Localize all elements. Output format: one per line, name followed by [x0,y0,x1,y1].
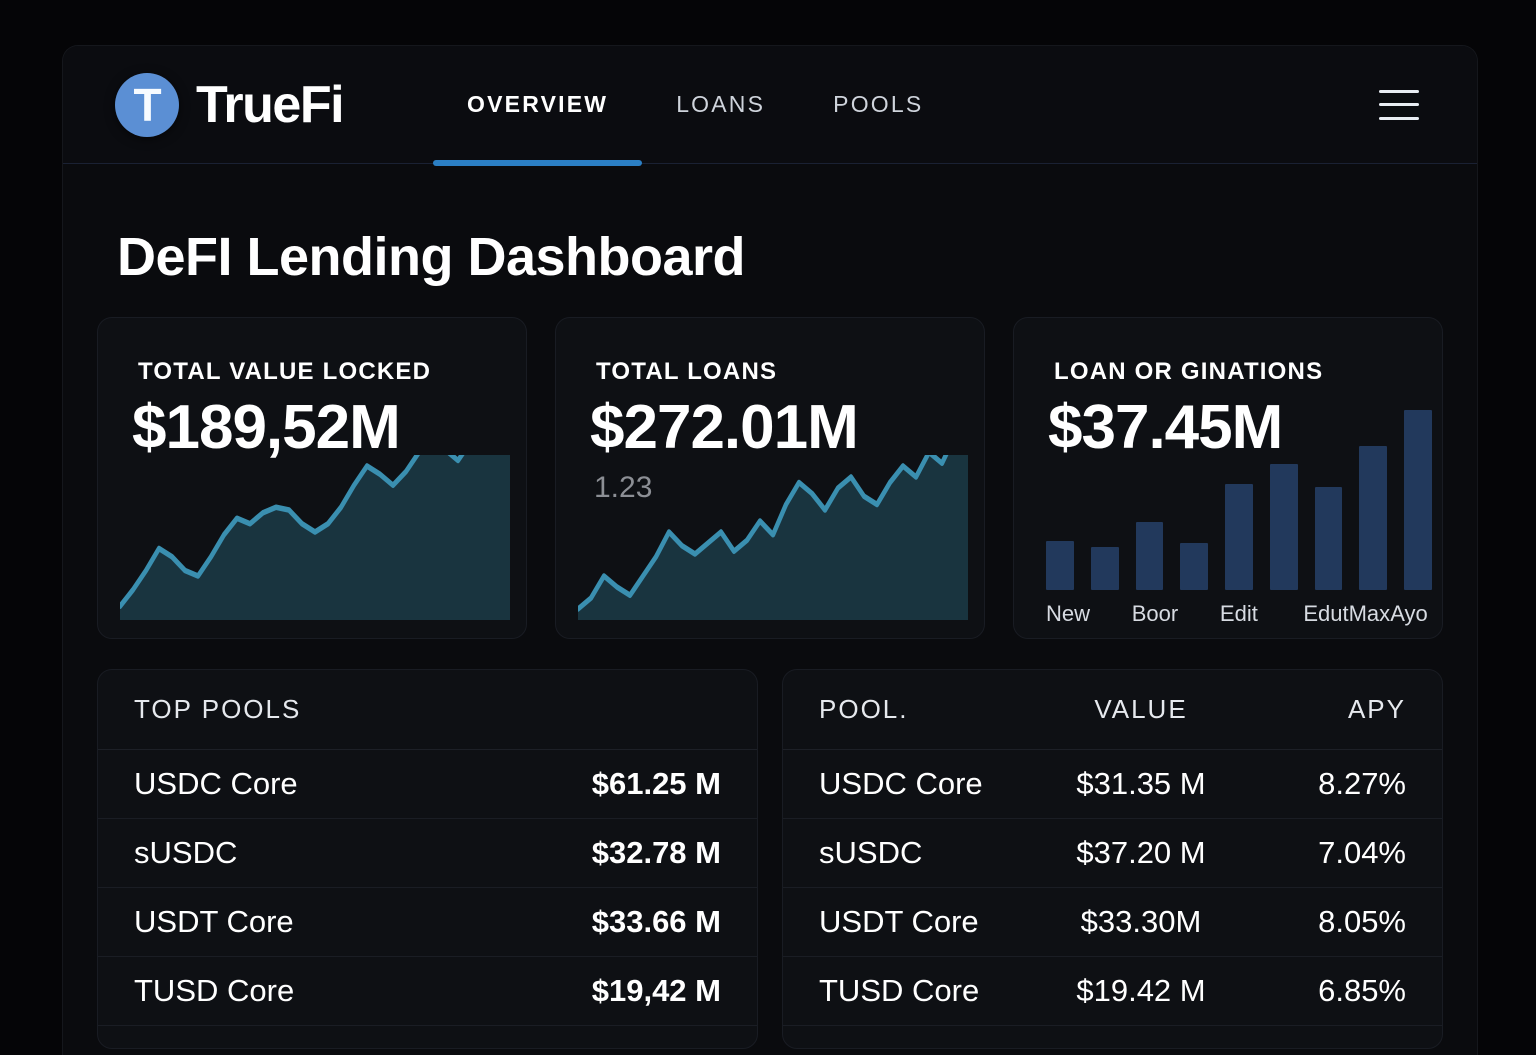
loan-originations-bar-chart [1046,410,1433,590]
bar [1225,483,1253,590]
table-header: TOP POOLS [98,670,757,750]
table-row: TOP POOLS USDC Core $61.25 M sUSDC $32.7… [97,669,1443,1049]
tab-pools[interactable]: POOLS [799,46,957,163]
pool-apy: 6.85% [1318,973,1406,1008]
tab-pools-label: POOLS [833,91,924,117]
pool-name: TUSD Core [134,973,295,1008]
pool-apy: 8.27% [1318,766,1406,801]
bar-chart-axis-labels: New Boor Edit Edut Max Ayo [1046,598,1432,630]
table-header: POOL. VALUE APY [783,670,1442,750]
stat-label: LOAN OR GINATIONS [1054,358,1324,385]
bar [1269,464,1298,590]
bar [1180,543,1209,590]
pool-details-table: POOL. VALUE APY USDC Core $31.35 M 8.27%… [782,669,1443,1049]
pool-value: $19,42 M [591,973,721,1008]
pool-value: $33.30M [1080,904,1202,939]
bar-label: New [1046,601,1091,626]
brand-logo[interactable]: T TrueFi [115,72,345,137]
stat-sublabel: 1.23 [594,471,653,504]
pool-apy: 8.05% [1318,904,1406,939]
table-row[interactable]: sUSDC $32.78 M [98,819,757,888]
stat-label: TOTAL VALUE LOCKED [138,358,432,385]
menu-line-3 [1379,116,1419,120]
stat-card-row: TOTAL VALUE LOCKED $189,52M TOTAL LOANS … [97,317,1443,639]
bar-label: Edit [1219,601,1258,626]
table-row[interactable]: TUSD Core $19,42 M [98,957,757,1026]
brand-name: TrueFi [196,75,345,134]
table-row[interactable]: USDT Core $33.66 M [98,888,757,957]
pool-name: USDT Core [819,904,979,939]
app-window: T TrueFi OVERVIEW LOANS POOLS DeFI Lendi… [62,45,1478,1055]
menu-line-2 [1379,103,1419,106]
pool-value: $61.25 M [591,766,721,801]
main-nav: OVERVIEW LOANS POOLS [433,46,957,166]
table-row[interactable]: sUSDC $37.20 M 7.04% [783,819,1442,888]
bar-label: Boor [1131,601,1179,626]
table-row[interactable]: USDC Core $31.35 M 8.27% [783,750,1442,819]
stat-card-loan-originations[interactable]: LOAN OR GINATIONS $37.45M New Boor Edit [1013,317,1443,639]
stat-value: $272.01M [590,393,859,462]
pool-value: $31.35 M [1076,766,1206,801]
pool-value: $19.42 M [1076,973,1206,1008]
pool-name: TUSD Core [819,973,980,1008]
pool-name: USDT Core [134,904,294,939]
pool-name: sUSDC [819,835,923,870]
pool-value: $32.78 M [591,835,721,870]
bar-label: Edut [1303,601,1349,626]
bar [1314,487,1343,590]
pool-name: sUSDC [134,835,238,870]
pool-name: USDC Core [134,766,298,801]
page-title: DeFI Lending Dashboard [117,227,746,287]
bar [1090,546,1119,590]
menu-line-1 [1379,89,1419,93]
table-row[interactable]: USDT Core $33.30M 8.05% [783,888,1442,957]
stat-card-total-loans[interactable]: TOTAL LOANS $272.01M 1.23 [555,317,985,639]
bar [1359,446,1388,590]
total-loans-sparkline-chart [578,455,968,620]
column-header-pool: POOL. [819,694,909,724]
bar-label: Max [1348,601,1391,626]
truefi-logo-icon: T [115,72,179,137]
pool-name: USDC Core [819,766,983,801]
column-header-value: VALUE [1094,694,1188,724]
stat-label: TOTAL LOANS [596,358,778,385]
tab-overview-label: OVERVIEW [467,91,609,117]
app-header: T TrueFi OVERVIEW LOANS POOLS [63,46,1477,166]
tab-loans[interactable]: LOANS [642,46,799,163]
table-row[interactable]: TUSD Core $19.42 M 6.85% [783,957,1442,1026]
hamburger-menu-icon[interactable] [1379,89,1419,120]
bar [1046,541,1074,590]
stat-value: $189,52M [132,393,401,462]
tvl-sparkline-chart [120,455,510,620]
bar [1135,521,1164,590]
table-row[interactable]: USDC Core $61.25 M [98,750,757,819]
pool-apy: 7.04% [1318,835,1406,870]
top-pools-table: TOP POOLS USDC Core $61.25 M sUSDC $32.7… [97,669,758,1049]
tab-loans-label: LOANS [676,91,766,117]
tab-overview[interactable]: OVERVIEW [433,46,643,166]
top-pools-title: TOP POOLS [134,694,302,724]
pool-value: $33.66 M [591,904,721,939]
stat-card-total-value-locked[interactable]: TOTAL VALUE LOCKED $189,52M [97,317,527,639]
bar [1404,410,1433,590]
logo-letter: T [133,78,161,131]
stat-value: $37.45M [1048,393,1283,462]
column-header-apy: APY [1347,694,1406,724]
bar-label: Ayo [1390,601,1428,626]
pool-value: $37.20 M [1076,835,1206,870]
